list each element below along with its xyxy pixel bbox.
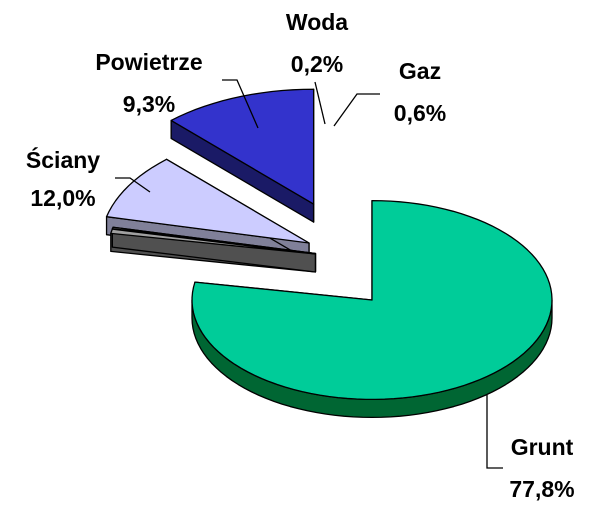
slice-label-sciany: Ściany [26, 146, 100, 173]
slice-top-sciany [170, 88, 315, 205]
leader-line-woda [314, 81, 326, 125]
data-labels: Grunt 77,8% Gaz 0,6% Woda 0,2% Powietrze… [26, 9, 575, 502]
slice-value-sciany: 12,0% [30, 185, 95, 211]
pie-slices [105, 88, 553, 419]
slice-label-woda: Woda [286, 9, 348, 35]
slice-label-gaz: Gaz [399, 58, 441, 84]
slice-top-grunt [191, 199, 553, 401]
slice-value-gaz: 0,6% [394, 100, 446, 126]
slice-value-woda: 0,2% [291, 51, 343, 77]
slice-value-grunt: 77,8% [509, 476, 574, 502]
leader-line-grunt [486, 395, 503, 469]
slice-label-powietrze: Powietrze [95, 49, 202, 75]
leader-lines [115, 79, 503, 469]
slice-value-powietrze: 9,3% [123, 91, 175, 117]
slice-top-gaz [110, 228, 317, 255]
leader-line-gaz [333, 93, 380, 127]
slice-label-grunt: Grunt [511, 434, 574, 460]
leader-line-sciany [115, 177, 151, 193]
slice-top-powietrze [105, 158, 310, 244]
leader-line-powietrze [222, 79, 259, 129]
